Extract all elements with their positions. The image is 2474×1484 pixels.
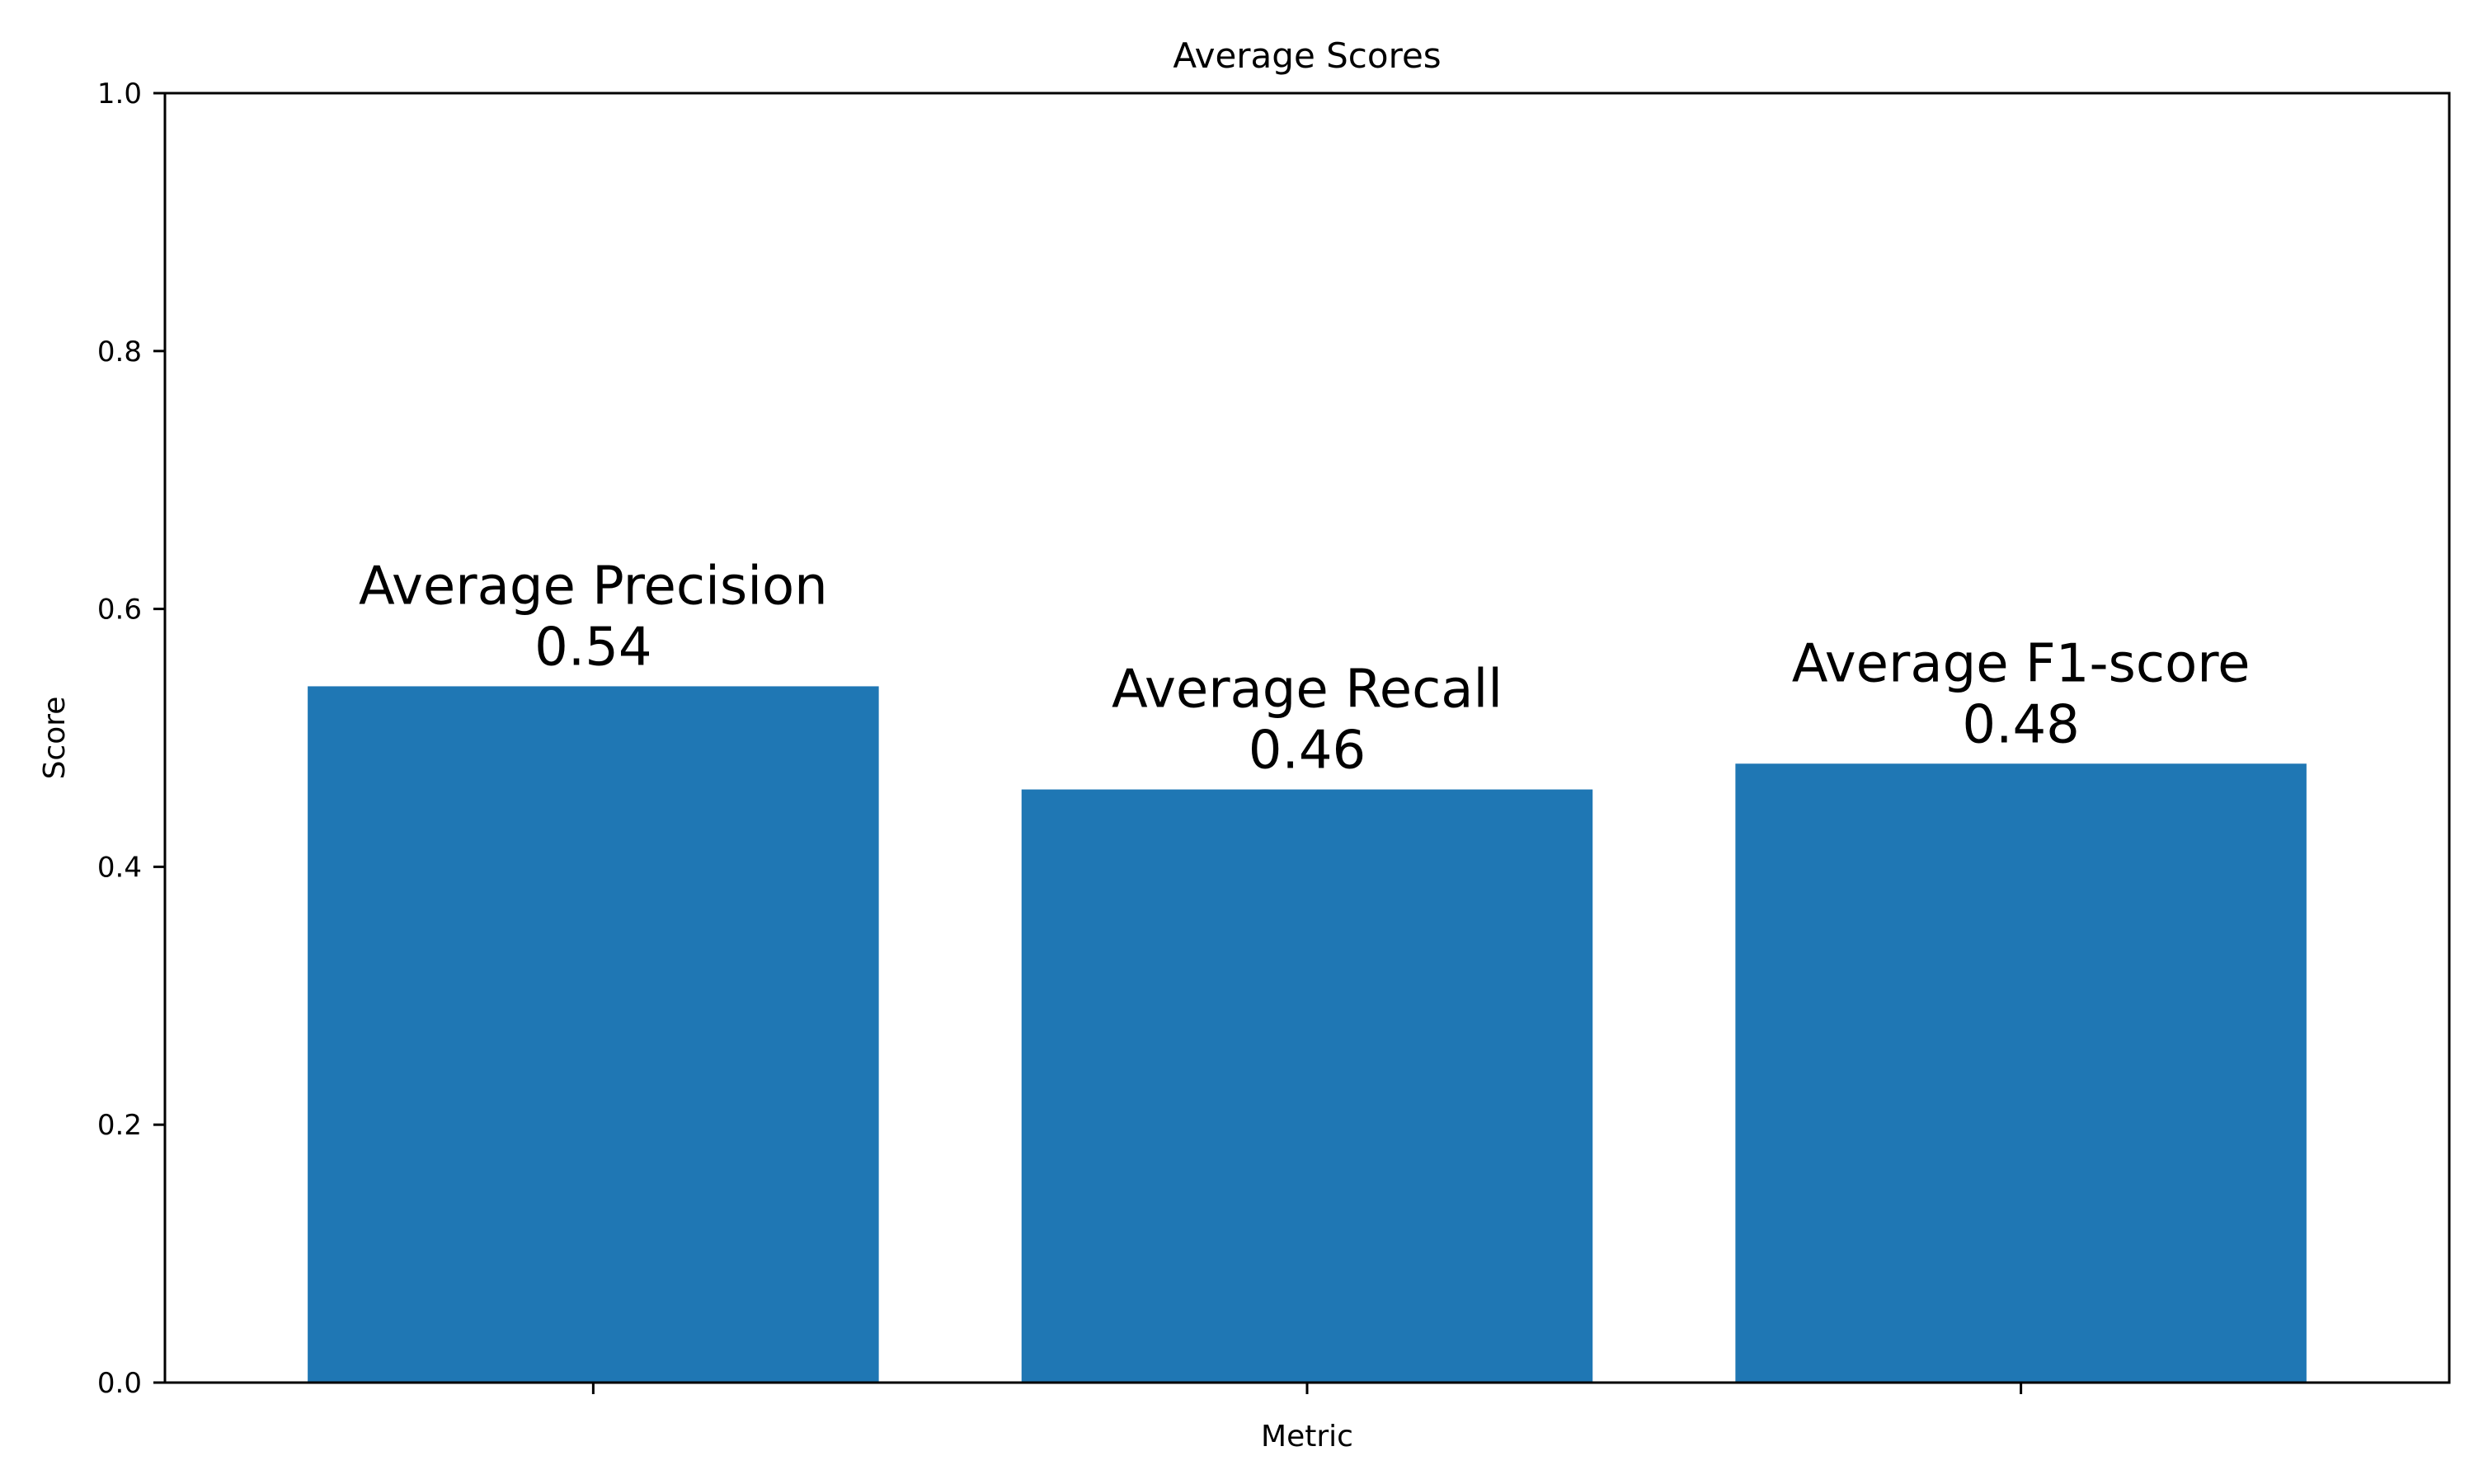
x-axis-label: Metric bbox=[1261, 1420, 1353, 1453]
y-axis-ticks: 0.0 0.2 0.4 0.6 0.8 1.0 bbox=[97, 77, 165, 1400]
y-tick-label: 0.8 bbox=[97, 336, 142, 369]
bar-value-label: 0.54 bbox=[534, 617, 652, 678]
bar-category-label: Average Precision bbox=[359, 556, 828, 617]
bar-value-label: 0.46 bbox=[1249, 721, 1366, 782]
plot-area-frame bbox=[163, 92, 2451, 1384]
y-tick-label: 0.2 bbox=[97, 1109, 142, 1142]
chart-title: Average Scores bbox=[1173, 35, 1441, 76]
bars-group bbox=[308, 686, 2307, 1383]
bar-category-label: Average F1-score bbox=[1792, 633, 2251, 694]
x-axis-ticks bbox=[591, 1383, 2023, 1394]
bar-value-label: 0.48 bbox=[1962, 694, 2080, 755]
bar bbox=[1021, 789, 1593, 1383]
y-tick-label: 0.4 bbox=[97, 851, 142, 884]
y-tick-label: 0.0 bbox=[97, 1367, 142, 1400]
y-tick-label: 0.6 bbox=[97, 594, 142, 627]
y-axis-label: Score bbox=[38, 697, 72, 780]
bar bbox=[1735, 763, 2307, 1383]
y-tick-label: 1.0 bbox=[97, 77, 142, 110]
bar bbox=[308, 686, 879, 1383]
bar-category-label: Average Recall bbox=[1112, 660, 1503, 721]
